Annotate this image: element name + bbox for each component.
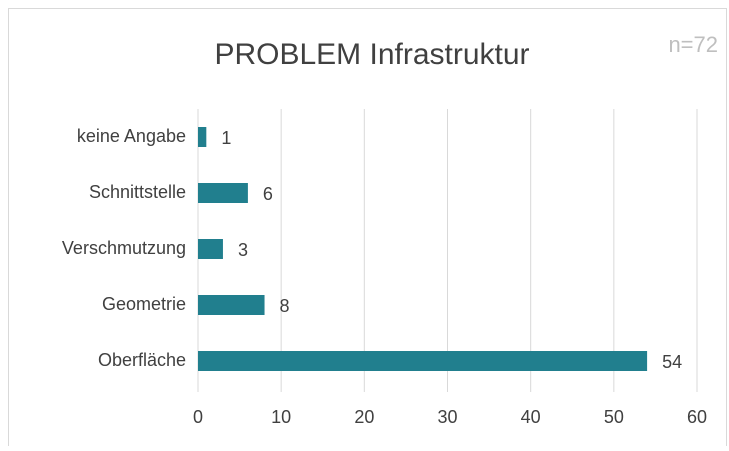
bar: [198, 239, 223, 259]
bar: [198, 351, 648, 371]
x-tick-label: 10: [271, 407, 291, 427]
y-tick-label: keine Angabe: [77, 126, 186, 146]
value-label: 6: [263, 184, 273, 204]
x-tick-label: 40: [521, 407, 541, 427]
chart-title: PROBLEM Infrastruktur: [214, 38, 529, 71]
x-tick-label: 50: [604, 407, 624, 427]
annotation: n=72: [668, 32, 718, 57]
bar: [198, 127, 207, 147]
y-tick-label: Oberfläche: [98, 350, 186, 370]
x-tick-label: 20: [354, 407, 374, 427]
bar: [198, 183, 248, 203]
value-label: 1: [221, 128, 231, 148]
y-tick-label: Geometrie: [102, 294, 186, 314]
value-label: 3: [238, 240, 248, 260]
y-tick-label: Schnittstelle: [89, 182, 186, 202]
value-label: 54: [662, 352, 682, 372]
bar: [198, 295, 265, 315]
x-tick-label: 60: [687, 407, 707, 427]
value-label: 8: [280, 296, 290, 316]
x-tick-label: 0: [193, 407, 203, 427]
y-tick-label: Verschmutzung: [62, 238, 186, 258]
chart-border: [8, 8, 727, 449]
x-tick-label: 30: [437, 407, 457, 427]
